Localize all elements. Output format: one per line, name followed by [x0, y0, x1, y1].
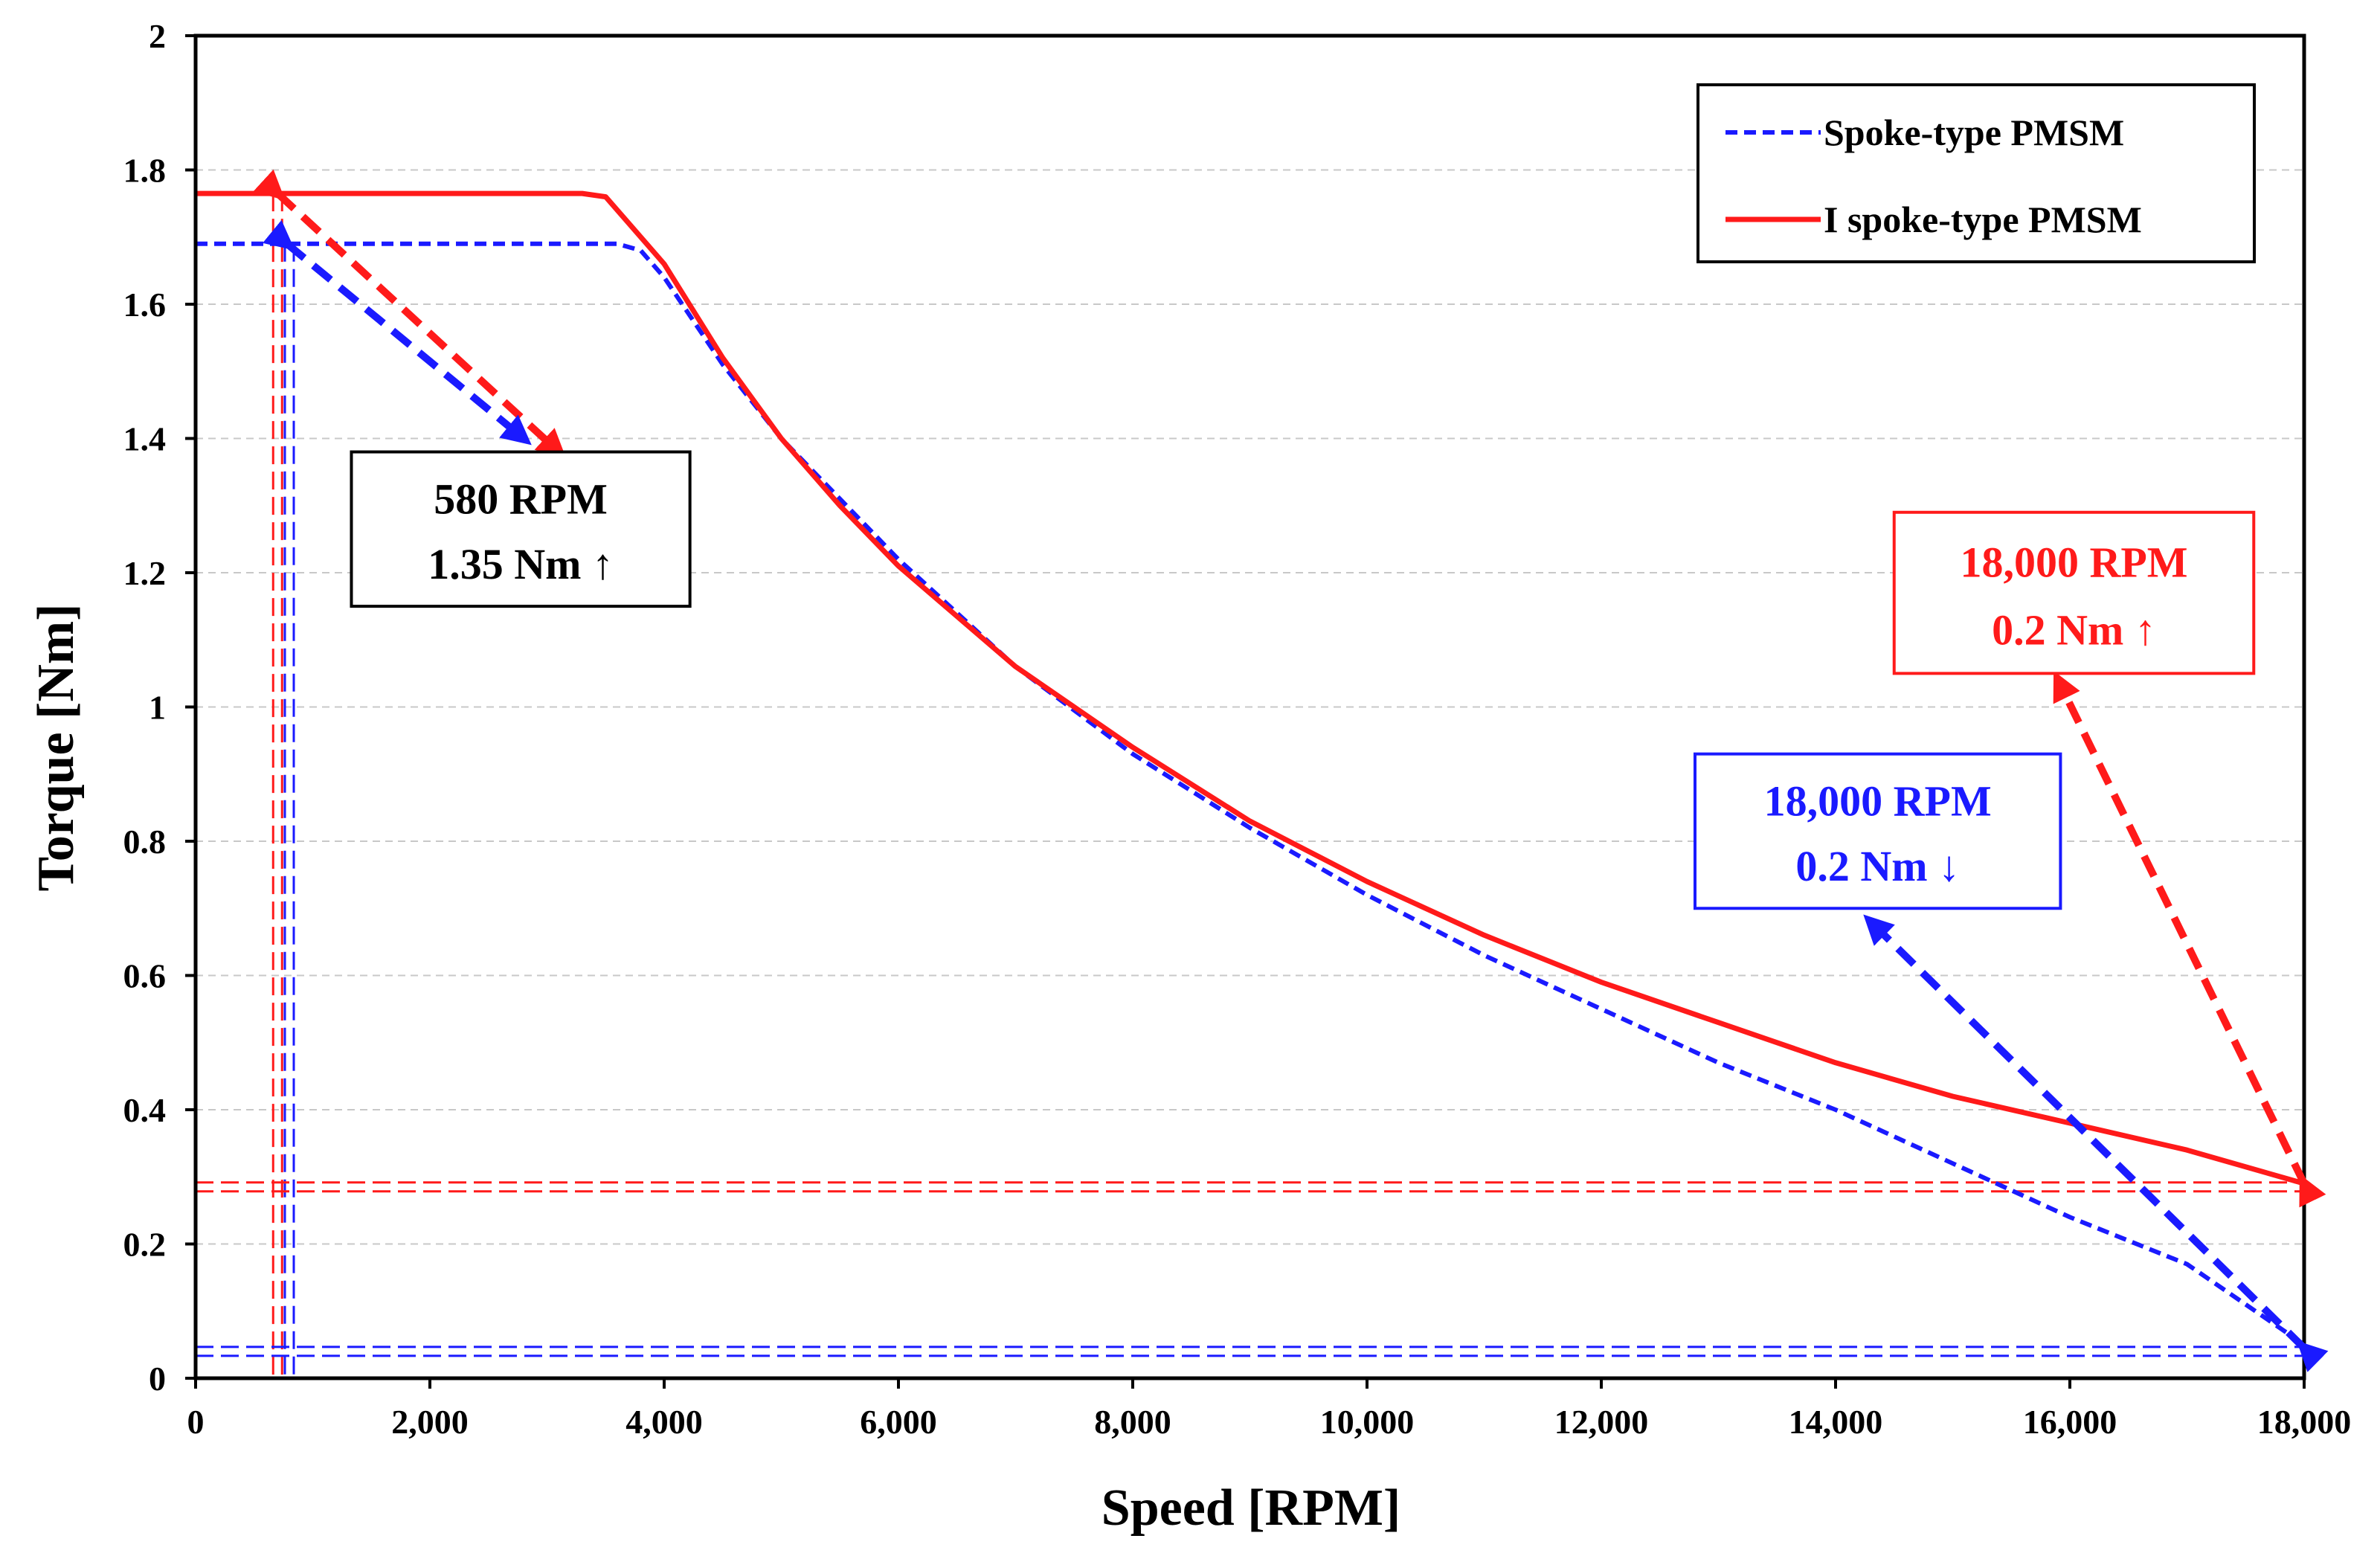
legend-box: [1696, 83, 2256, 263]
annotation-high-speed-blue: 18,000 RPM 0.2 Nm ↓: [1694, 752, 2062, 910]
y-tick-label-2: 2: [149, 17, 166, 55]
y-tick-label-0-6: 0.6: [123, 957, 167, 995]
annotation-low-speed-line-1: 580 RPM: [434, 475, 608, 524]
annotation-high-speed-red: 18,000 RPM 0.2 Nm ↑: [1892, 510, 2256, 675]
y-tick-label-0-4: 0.4: [123, 1091, 167, 1129]
y-tick-label-0-2: 0.2: [123, 1226, 167, 1264]
x-tick-label-18000: 18,000: [2257, 1403, 2352, 1441]
annotation-high-speed-red-line-2: 0.2 Nm ↑: [1992, 605, 2156, 654]
grid-lines: [196, 169, 2304, 1245]
annotation-box-low-speed: [350, 450, 692, 608]
y-tick-label-1: 1: [149, 689, 166, 727]
annotation-box-high-speed-red: [1892, 510, 2256, 675]
annotation-arrows: [253, 169, 2329, 1372]
annotation-boxes: 580 RPM 1.35 Nm ↑ 18,000 RPM 0.2 Nm ↓ 18…: [350, 450, 2256, 910]
y-tick-label-1-6: 1.6: [123, 286, 167, 324]
x-tick-label-2000: 2,000: [391, 1403, 469, 1441]
x-axis-title: Speed [RPM]: [1101, 1479, 1400, 1537]
annotation-low-speed-line-2: 1.35 Nm ↑: [428, 540, 614, 588]
annotation-arrow-low-speed-1: [263, 219, 532, 446]
annotation-arrow-high-speed-red-0: [2053, 670, 2326, 1208]
x-tick-label-14000: 14,000: [1789, 1403, 1883, 1441]
annotation-arrow-low-speed-0: [253, 169, 567, 460]
x-tick-label-8000: 8,000: [1094, 1403, 1171, 1441]
annotation-high-speed-blue-line-1: 18,000 RPM: [1764, 777, 1992, 826]
y-tick-label-1-8: 1.8: [123, 152, 167, 190]
y-tick-label-1-2: 1.2: [123, 554, 167, 592]
annotation-high-speed-red-line-1: 18,000 RPM: [1960, 538, 2187, 586]
y-tick-label-0: 0: [149, 1360, 166, 1398]
legend-label-spoke-type: Spoke-type PMSM: [1824, 112, 2124, 153]
axis-ticks: 0 2,000 4,000 6,000 8,000 10,000 12,000 14,000 1…: [123, 17, 2352, 1441]
legend: Spoke-type PMSM I spoke-type PMSM: [1696, 83, 2256, 263]
x-tick-label-0: 0: [187, 1403, 205, 1441]
y-axis-title: Torque [Nm]: [28, 604, 85, 892]
annotation-high-speed-blue-line-2: 0.2 Nm ↓: [1795, 842, 1960, 890]
annotation-arrow-high-speed-blue-0: [1863, 914, 2329, 1372]
annotation-low-speed: 580 RPM 1.35 Nm ↑: [350, 450, 692, 608]
y-tick-label-0-8: 0.8: [123, 823, 167, 861]
x-tick-label-4000: 4,000: [625, 1403, 703, 1441]
legend-label-i-spoke-type: I spoke-type PMSM: [1824, 199, 2142, 240]
x-tick-label-16000: 16,000: [2023, 1403, 2117, 1441]
x-tick-label-12000: 12,000: [1554, 1403, 1649, 1441]
y-tick-label-1-4: 1.4: [123, 420, 167, 458]
annotation-box-high-speed-blue: [1694, 752, 2062, 910]
x-tick-label-10000: 10,000: [1320, 1403, 1415, 1441]
x-tick-label-6000: 6,000: [860, 1403, 937, 1441]
